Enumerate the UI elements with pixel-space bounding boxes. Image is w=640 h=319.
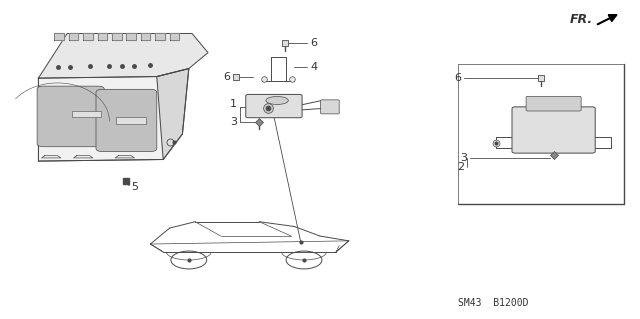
Text: 6: 6 [223,71,230,82]
Text: 1: 1 [230,99,237,109]
Polygon shape [112,33,122,40]
Text: 6: 6 [454,73,461,83]
Text: 2: 2 [457,162,464,173]
Text: 3: 3 [230,117,237,127]
FancyBboxPatch shape [96,89,157,152]
Text: FR.: FR. [570,13,593,26]
Polygon shape [170,33,179,40]
FancyBboxPatch shape [321,100,339,114]
Text: 4: 4 [310,62,317,72]
Text: 6: 6 [310,38,317,48]
Text: SM43  B1200D: SM43 B1200D [458,298,528,308]
Polygon shape [54,33,64,40]
FancyBboxPatch shape [37,86,104,147]
FancyBboxPatch shape [512,107,595,153]
Polygon shape [69,33,79,40]
Polygon shape [157,69,189,160]
Text: 3: 3 [460,153,467,163]
Polygon shape [83,33,93,40]
FancyBboxPatch shape [246,94,302,118]
Polygon shape [38,33,208,78]
FancyBboxPatch shape [526,96,581,111]
Polygon shape [98,33,108,40]
FancyBboxPatch shape [72,111,101,117]
Ellipse shape [266,96,288,105]
Polygon shape [141,33,150,40]
Text: 5: 5 [131,182,138,192]
Polygon shape [38,69,189,161]
FancyBboxPatch shape [116,117,146,124]
Polygon shape [155,33,165,40]
Polygon shape [127,33,136,40]
